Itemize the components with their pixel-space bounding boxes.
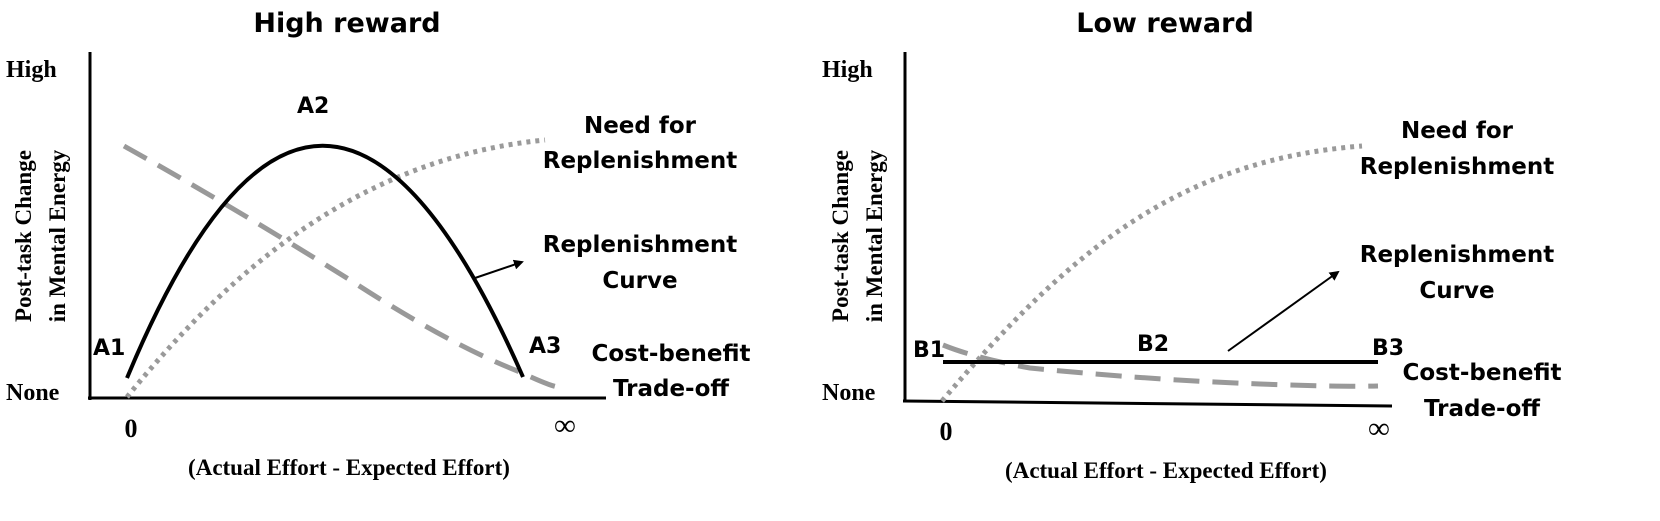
x-zero-label: 0 <box>125 414 138 443</box>
y-axis-title: Post-task Change in Mental Energy <box>828 149 887 322</box>
point-label-3: B3 <box>1372 336 1404 361</box>
point-label-2: B2 <box>1137 332 1169 357</box>
tradeoff-label-line1: Cost-benefit <box>1403 360 1562 386</box>
replenishment-curve <box>125 144 525 379</box>
point-label-1: B1 <box>913 338 945 363</box>
y-none-label: None <box>822 380 876 406</box>
need-label-line2: Replenishment <box>543 148 738 174</box>
y-none-label: None <box>6 380 60 406</box>
x-axis-line <box>902 399 1393 408</box>
tradeoff-label-line2: Trade-off <box>1424 396 1540 422</box>
panel-low-reward: Low reward High None Post-task Change in… <box>822 8 1562 483</box>
y-axis-title-line1: Post-task Change <box>828 150 853 322</box>
x-axis-title: (Actual Effort - Expected Effort) <box>1005 458 1327 483</box>
x-infinity-label: ∞ <box>554 409 575 442</box>
y-axis-title-line2: in Mental Energy <box>862 149 887 322</box>
y-axis-title: Post-task Change in Mental Energy <box>11 149 70 322</box>
panel-title: Low reward <box>1076 8 1254 39</box>
need-label-line1: Need for <box>584 113 697 139</box>
need-label-line2: Replenishment <box>1360 154 1555 180</box>
replenish-label-line1: Replenishment <box>1360 242 1555 268</box>
point-label-1: A1 <box>93 336 125 361</box>
point-label-2: A2 <box>297 94 329 119</box>
need-curve <box>940 143 1363 403</box>
y-high-label: High <box>6 57 57 83</box>
need-curve <box>125 137 546 399</box>
point-label-3: A3 <box>529 334 561 359</box>
panel-title: High reward <box>253 8 440 39</box>
tradeoff-label-line1: Cost-benefit <box>592 341 751 367</box>
replenish-label-line1: Replenishment <box>543 232 738 258</box>
replenish-label-line2: Curve <box>602 268 677 294</box>
replenish-label-line2: Curve <box>1419 278 1494 304</box>
y-high-label: High <box>822 57 873 83</box>
need-label-line1: Need for <box>1401 118 1514 144</box>
tradeoff-curve <box>942 342 1379 389</box>
tradeoff-label-line2: Trade-off <box>613 376 729 402</box>
tradeoff-curve <box>122 143 559 390</box>
pointer-arrow <box>474 259 524 279</box>
y-axis-title-line1: Post-task Change <box>11 150 36 322</box>
panel-high-reward: High reward High None Post-task Change i… <box>6 8 751 480</box>
y-axis-title-line2: in Mental Energy <box>45 149 70 322</box>
x-axis-title: (Actual Effort - Expected Effort) <box>188 455 510 480</box>
x-zero-label: 0 <box>940 417 953 446</box>
x-infinity-label: ∞ <box>1368 412 1389 445</box>
pointer-arrow <box>1227 270 1340 352</box>
